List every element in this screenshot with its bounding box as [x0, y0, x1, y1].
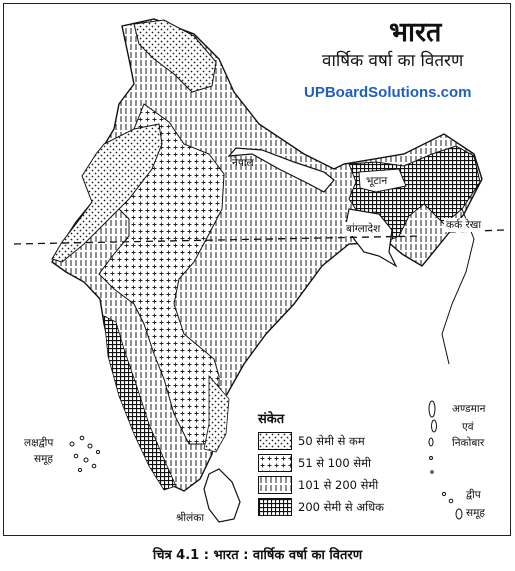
watermark-link[interactable]: UPBoardSolutions.com	[304, 84, 472, 101]
region-below-50-deccan	[203, 374, 230, 453]
label-nepal: नेपाल	[232, 157, 254, 169]
lakshadweep-islands	[69, 435, 101, 473]
label-lakshadweep-1: लक्षद्वीप	[24, 437, 54, 449]
label-island-2: समूह	[466, 507, 485, 519]
map-frame: भारत वार्षिक वर्षा का वितरण UPBoardSolut…	[3, 3, 511, 536]
region-above-200-western-ghats	[103, 315, 177, 491]
legend-label: 50 सेमी से कम	[298, 433, 365, 448]
india-rainfall-map	[13, 18, 505, 523]
legend-label: 200 सेमी से अधिक	[298, 499, 384, 514]
label-bangladesh: बांग्लादेश	[344, 222, 383, 236]
legend-swatch-cross	[258, 454, 292, 472]
legend-label: 51 से 100 सेमी	[298, 455, 371, 470]
label-andaman-2: एवं	[462, 421, 474, 433]
legend-row-above-200: 200 सेमी से अधिक	[258, 496, 408, 518]
tropic-of-cancer-line	[13, 235, 423, 245]
legend-row-51-100: 51 से 100 सेमी	[258, 452, 408, 474]
label-andaman-3: निकोबार	[452, 437, 485, 449]
legend-swatch-vlines	[258, 476, 292, 494]
legend-swatch-dots	[258, 432, 292, 450]
map-subtitle: वार्षिक वर्षा का वितरण	[322, 51, 464, 71]
legend-row-below-50: 50 सेमी से कम	[258, 430, 408, 452]
label-andaman-1: अण्डमान	[452, 403, 486, 415]
legend-row-101-200: 101 से 200 सेमी	[258, 474, 408, 496]
legend-swatch-grid	[258, 498, 292, 516]
nepal-territory	[227, 147, 335, 193]
label-bhutan: भूटान	[364, 174, 390, 188]
label-lakshadweep-2: समूह	[34, 453, 53, 465]
region-below-50-thar	[51, 123, 163, 263]
srilanka-territory	[203, 468, 241, 523]
label-tropic-of-cancer: कर्क रेखा	[444, 218, 484, 232]
myanmar-outline	[441, 208, 475, 365]
label-island-1: द्वीप	[466, 489, 481, 501]
region-below-50-ladakh	[133, 19, 217, 93]
andaman-nicobar-islands	[428, 400, 463, 520]
legend-title: संकेत	[258, 412, 285, 427]
figure-caption: चित्र 4.1 : भारत : वार्षिक वर्षा का वितर…	[152, 548, 363, 563]
map-legend: संकेत 50 सेमी से कम 51 से 100 सेमी 101 स…	[258, 409, 408, 518]
legend-label: 101 से 200 सेमी	[298, 477, 379, 492]
label-srilanka: श्रीलंका	[176, 512, 205, 524]
map-title: भारत	[389, 17, 442, 48]
